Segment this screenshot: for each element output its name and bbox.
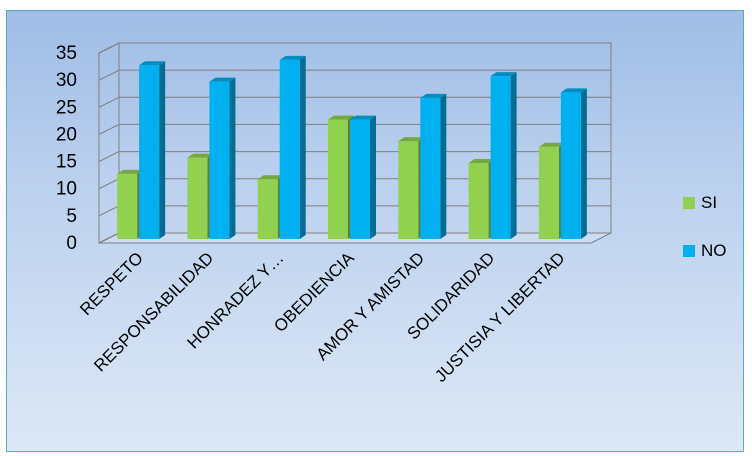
y-tick-label: 20 <box>56 124 77 145</box>
bar-top <box>257 175 284 180</box>
bar-no-5 <box>490 72 517 240</box>
legend-label-no: NO <box>701 241 727 260</box>
bar-top <box>139 61 166 66</box>
bar-front <box>187 157 208 239</box>
bar-side <box>440 93 447 239</box>
bar-side <box>510 72 517 239</box>
x-tick-label: RESPETO <box>76 248 147 319</box>
bar-top <box>490 72 517 77</box>
bar-top <box>187 153 214 158</box>
gridline-depth <box>98 69 120 81</box>
legend-label-si: SI <box>701 193 717 212</box>
gridline-depth <box>98 205 120 217</box>
bar-no-2 <box>279 55 306 239</box>
gridline-depth <box>98 232 120 244</box>
bar-top <box>328 115 354 120</box>
bar-no-0 <box>139 61 166 240</box>
y-tick-label: 5 <box>66 206 77 227</box>
bar-front <box>468 163 489 239</box>
bar-front <box>420 97 441 239</box>
bar-no-6 <box>560 88 587 239</box>
bar-front <box>257 179 278 239</box>
bar-front <box>490 76 511 240</box>
x-tick-label: JUSTISIA Y LIBERTAD <box>431 248 568 385</box>
chart-area: 0 5 10 15 20 25 30 35 RESPETO RESPONSABILIDAD HON… <box>6 10 744 452</box>
bar-top <box>279 55 306 60</box>
gridline-depth <box>98 42 120 54</box>
x-tick-label: RESPONSABILIDAD <box>90 248 217 375</box>
bar-front <box>209 81 230 239</box>
gridline-depth <box>98 178 120 190</box>
gridline-depth <box>98 96 120 108</box>
bar-front <box>538 146 559 239</box>
bar-front <box>350 119 370 239</box>
bar-no-3 <box>350 115 376 239</box>
bar-top <box>420 93 447 98</box>
y-tick-label: 30 <box>56 70 77 91</box>
bar-side <box>370 115 376 239</box>
bar-top <box>468 159 495 163</box>
bar-top <box>538 142 565 147</box>
bar-front <box>398 141 419 239</box>
bar-front <box>560 92 581 239</box>
bar-top <box>209 77 236 82</box>
bars <box>117 55 587 240</box>
bar-front <box>139 65 160 240</box>
bar-no-4 <box>420 93 447 239</box>
gridline-depth <box>98 123 120 135</box>
y-tick-label: 35 <box>56 43 77 64</box>
legend: SI NO <box>683 193 727 260</box>
gridline-depth <box>98 151 120 163</box>
bar-side <box>229 77 236 239</box>
bar-no-1 <box>209 77 236 239</box>
y-tick-label: 25 <box>56 97 77 118</box>
y-tick-label: 0 <box>66 233 77 254</box>
bar-chart: 0 5 10 15 20 25 30 35 RESPETORESPONSABILIDADHON… <box>56 42 727 386</box>
bar-front <box>279 59 300 239</box>
bar-top <box>560 88 587 93</box>
legend-swatch-si <box>683 197 695 209</box>
bar-side <box>299 55 306 239</box>
bar-front <box>117 173 138 239</box>
bar-front <box>328 119 348 239</box>
legend-swatch-no <box>683 245 695 257</box>
bar-top <box>117 169 144 174</box>
bar-top <box>398 137 425 142</box>
y-tick-label: 15 <box>56 152 77 173</box>
y-axis-ticks: 0 5 10 15 20 25 30 35 <box>56 43 77 254</box>
y-tick-label: 10 <box>56 179 77 200</box>
side-wall <box>98 42 120 244</box>
bar-top <box>350 115 376 120</box>
bar-side <box>159 61 166 240</box>
bar-side <box>580 88 587 239</box>
